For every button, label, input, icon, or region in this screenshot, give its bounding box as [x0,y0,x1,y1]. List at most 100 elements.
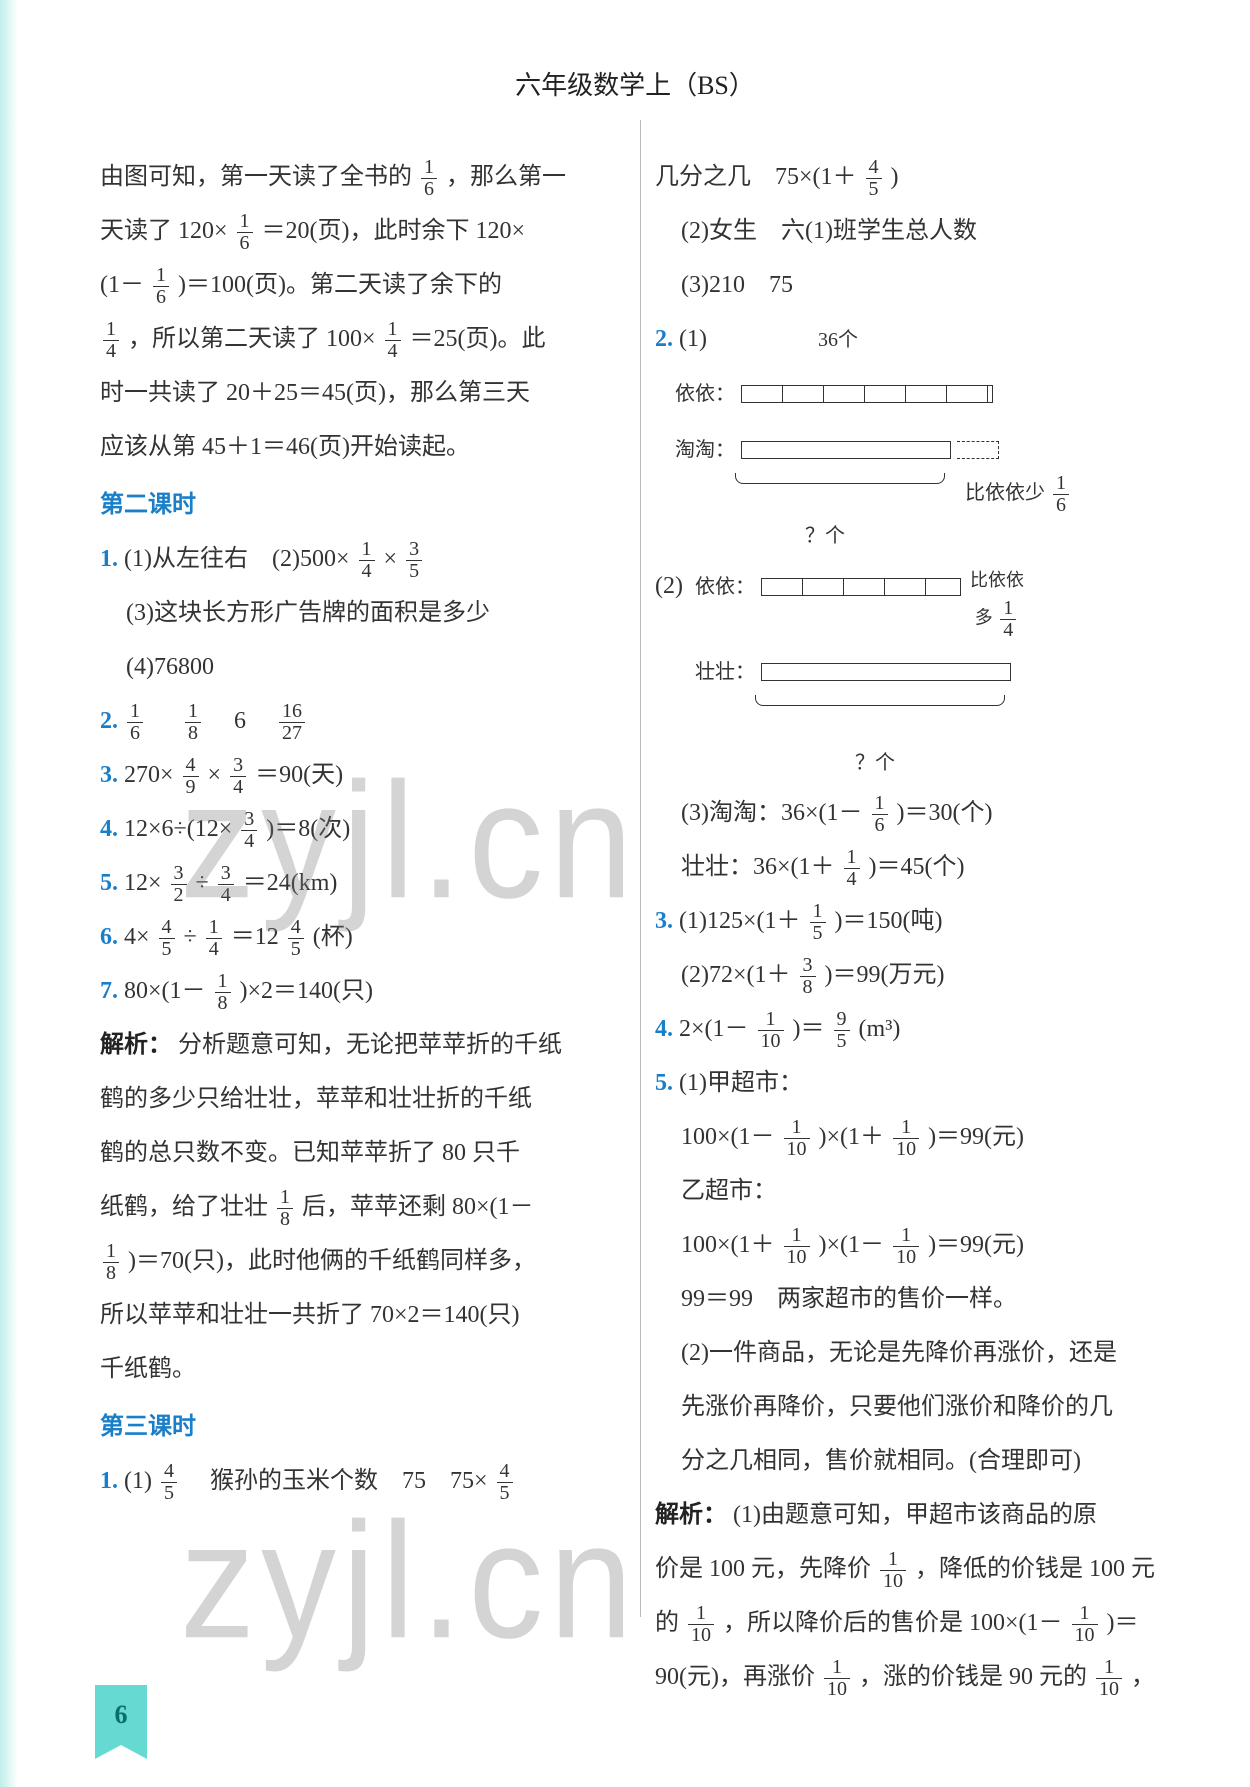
fraction: 38 [800,955,816,998]
analysis: 的 110 ，所以降价后的售价是 100×(1－ 110 )＝ [655,1599,1170,1647]
text: 多 [975,608,993,628]
text [152,708,176,734]
text: )×2＝140(只) [240,978,374,1004]
analysis: 解析： (1)由题意可知，甲超市该商品的原 [655,1491,1170,1539]
item: 100×(1－ 110 )×(1＋ 110 )＝99(元) [655,1113,1170,1161]
text: ，涨的价钱是 90 元的 [859,1664,1087,1690]
text: 天读了 120× [100,218,228,244]
q-number: 1. [100,546,118,572]
text: (1－ [100,272,144,298]
analysis: 价是 100 元，先降价 110 ，降低的价钱是 100 元 [655,1545,1170,1593]
para: 由图可知，第一天读了全书的 16 ，那么第一 [100,153,615,201]
fraction: 35 [406,539,422,582]
text: 猴孙的玉米个数 75 75× [186,1468,488,1494]
text: ，所以第二天读了 100× [128,326,376,352]
fraction: 34 [241,809,257,852]
q-number: 3. [100,762,118,788]
diagram-2-1: 2. (1) 36个 [655,315,1170,363]
text: × [384,546,398,572]
brace-row [755,695,1170,743]
text: 几分之几 75×(1＋ [655,164,857,190]
text: 2×(1－ [679,1016,749,1042]
item: 1. (1) 45 猴孙的玉米个数 75 75× 45 [100,1457,615,1505]
bar-row: 依依： [675,369,1170,417]
item: 99＝99 两家超市的售价一样。 [655,1275,1170,1323]
item: 7. 80×(1－ 18 )×2＝140(只) [100,967,615,1015]
fraction: 45 [161,1461,177,1504]
item: 4. 2×(1－ 110 )＝ 95 (m³) [655,1005,1170,1053]
fraction: 18 [277,1187,293,1230]
fraction: 16 [421,157,437,200]
bar-label-taotao: 淘淘： [675,439,735,461]
fraction: 110 [824,1657,850,1700]
analysis: 所以苹苹和壮壮一共折了 70×2＝140(只) [100,1291,615,1339]
bar-taotao-gap [957,441,999,459]
text: 12×6÷(12× [124,816,232,842]
page-number-ribbon: 6 [95,1685,147,1745]
text: )＝99(万元) [825,962,945,988]
brace-icon [735,473,945,485]
analysis: 鹤的多少只给壮壮，苹苹和壮壮折的千纸 [100,1075,615,1123]
fraction: 18 [215,971,231,1014]
bar-label-zhuang: 壮壮： [695,661,755,683]
text: ，那么第一 [446,164,566,190]
fraction: 110 [880,1549,906,1592]
q-number: 4. [655,1016,673,1042]
column-divider [640,120,641,1617]
item: 4. 12×6÷(12× 34 )＝8(次) [100,805,615,853]
analysis: 纸鹤，给了壮壮 18 后，苹苹还剩 80×(1－ [100,1183,615,1231]
diagram-question: ？个 [805,516,1170,556]
q-number: 2. [100,708,118,734]
fraction: 14 [359,539,375,582]
fraction: 16 [872,793,888,836]
text: 的 [655,1610,679,1636]
fraction: 14 [844,847,860,890]
para: 天读了 120× 16 ＝20(页)，此时余下 120× [100,207,615,255]
fraction: 95 [834,1009,850,1052]
item: 先涨价再降价，只要他们涨价和降价的几 [655,1383,1170,1431]
item: 壮壮：36×(1＋ 14 )＝45(个) [655,843,1170,891]
text: )＝ [1107,1610,1139,1636]
text: )＝45(个) [869,854,965,880]
fraction: 110 [758,1009,784,1052]
analysis: 鹤的总只数不变。已知苹苹折了 80 只千 [100,1129,615,1177]
para: 时一共读了 20＋25＝45(页)，那么第三天 [100,369,615,417]
fraction: 110 [893,1117,919,1160]
text: ， [1131,1664,1155,1690]
text: ，降低的价钱是 100 元 [915,1556,1155,1582]
item: (2)女生 六(1)班学生总人数 [655,207,1170,255]
right-column: 几分之几 75×(1＋ 45 ) (2)女生 六(1)班学生总人数 (3)210… [655,147,1170,1667]
bar-label-yiyi: 依依： [695,576,755,598]
text: (2) [655,562,695,610]
fraction: 16 [153,265,169,308]
text: (m³) [859,1016,901,1042]
q-number: 4. [100,816,118,842]
fraction: 18 [103,1241,119,1284]
item: (3)这块长方形广告牌的面积是多少 [100,589,615,637]
diagram-question: ？个 [855,743,1170,783]
text: ＝24(km) [243,870,338,896]
bar-taotao [741,441,951,459]
analysis: 千纸鹤。 [100,1345,615,1393]
text: )＝99(元) [928,1124,1024,1150]
diagram-2-2: (2) 依依： 比依依 多 14 壮壮： [655,562,1170,783]
text: )＝150(吨) [835,908,943,934]
text: )＝30(个) [897,800,993,826]
text: 分析题意可知，无论把苹苹折的千纸 [178,1032,562,1058]
fraction: 45 [497,1461,513,1504]
q-number: 3. [655,908,673,934]
text: 4× [124,924,150,950]
fraction: 16 [127,701,143,744]
item: 3. (1)125×(1＋ 15 )＝150(吨) [655,897,1170,945]
para: 14 ，所以第二天读了 100× 14 ＝25(页)。此 [100,315,615,363]
fraction: 14 [385,319,401,362]
text: (1)125×(1＋ [679,908,801,934]
text: (1) [679,326,707,352]
item: 1. (1)从左往右 (2)500× 14 × 35 [100,535,615,583]
section-heading-2: 第二课时 [100,481,615,529]
fraction: 34 [230,755,246,798]
text: )＝70(只)，此时他俩的千纸鹤同样多， [128,1248,536,1274]
bar-yiyi [741,385,993,403]
text: 后，苹苹还剩 80×(1－ [302,1194,534,1220]
fraction: 15 [810,901,826,944]
